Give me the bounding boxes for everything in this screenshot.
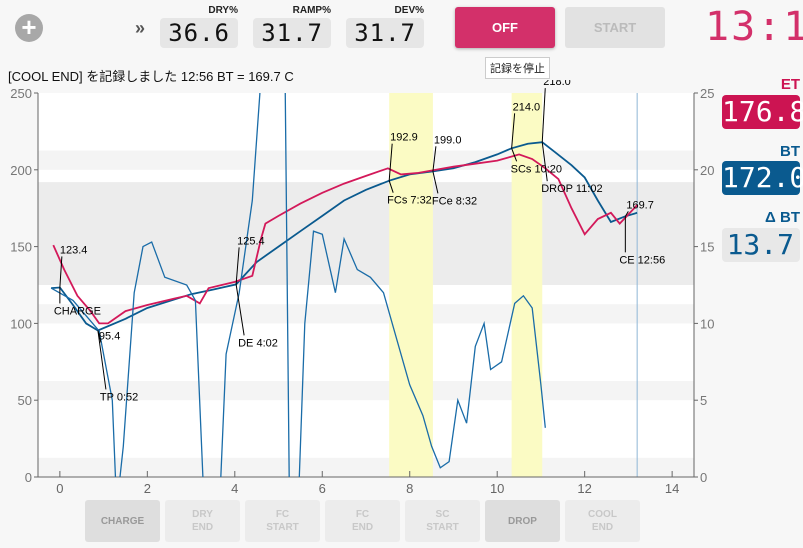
dev-label: DEV% <box>394 5 424 16</box>
y-tick-label: 100 <box>10 316 32 331</box>
annotation-value: 125.4 <box>237 235 265 247</box>
annotation-value: 199.0 <box>434 134 462 146</box>
annotation-leader <box>541 142 548 182</box>
annotation-leader <box>624 211 629 217</box>
annotation-leader <box>511 113 516 149</box>
series-ror <box>50 93 546 477</box>
grid-stripe <box>38 457 694 477</box>
ramp-readout: 31.7 <box>253 18 331 48</box>
y2-tick-label: 25 <box>700 86 714 101</box>
annotation-leader <box>432 146 437 172</box>
annotation-event: TP 0:52 <box>100 391 138 403</box>
dry-label: DRY% <box>208 5 238 16</box>
ramp-label: RAMP% <box>292 5 331 16</box>
y-tick-label: 200 <box>10 163 32 178</box>
annotation-leader <box>235 284 245 336</box>
delta-bt-label: Δ BT <box>765 209 800 226</box>
y-tick-label: 50 <box>18 393 32 408</box>
event-button-dry-end[interactable]: DRY END <box>165 500 240 542</box>
annotation-leader <box>388 143 393 181</box>
add-icon[interactable]: + <box>15 14 43 42</box>
annotation-event: FCs 7:32 <box>387 195 432 207</box>
annotation-event: DE 4:02 <box>238 337 278 349</box>
et-label: ET <box>780 76 800 93</box>
x-tick-label: 10 <box>490 481 504 496</box>
event-button-fc-start[interactable]: FC START <box>245 500 320 542</box>
annotation-event: CE 12:56 <box>619 254 665 266</box>
x-tick-label: 0 <box>56 481 63 496</box>
off-button[interactable]: OFF <box>455 7 555 48</box>
event-button-charge[interactable]: CHARGE <box>85 500 160 542</box>
roast-chart: 0 2 4 6 8 10 12 14 0 50 100 150 200 250 0 5 10 15 20 25 123.… <box>10 80 714 496</box>
x-tick-label: 8 <box>406 481 413 496</box>
series-bt <box>51 141 638 332</box>
annotation-event: DROP 11:02 <box>541 183 602 195</box>
annotation-value: 214.0 <box>513 101 541 113</box>
annotation-leader <box>541 88 546 143</box>
status-message: [COOL END] を記録しました 12:56 BT = 169.7 C <box>8 69 294 84</box>
event-button-fc-end[interactable]: FC END <box>325 500 400 542</box>
et-readout: 176.8 <box>722 95 803 129</box>
annotation-leader <box>388 180 394 193</box>
x-tick-label: 2 <box>144 481 151 496</box>
event-button-cool-end[interactable]: COOL END <box>565 500 640 542</box>
grid-stripe <box>38 150 694 170</box>
tooltip: 記録を停止 <box>485 57 550 79</box>
y-tick-label: 250 <box>10 86 32 101</box>
bt-readout: 172.0 <box>722 161 803 195</box>
annotation-leader <box>432 171 439 194</box>
annotation-event: SCs 10:20 <box>511 163 562 175</box>
event-button-sc-start[interactable]: SC START <box>405 500 480 542</box>
annotation-leader <box>235 247 240 285</box>
y-tick-label: 150 <box>10 240 32 255</box>
delta-bt-readout: 13.7 <box>722 228 800 262</box>
annotation-event: FCe 8:32 <box>432 195 477 207</box>
x-tick-label: 12 <box>577 481 591 496</box>
y2-tick-label: 0 <box>700 470 707 485</box>
x-tick-label: 14 <box>665 481 679 496</box>
annotation-value: 95.4 <box>99 330 120 342</box>
x-tick-label: 6 <box>319 481 326 496</box>
annotation-value: 218.0 <box>543 80 571 88</box>
annotation-value: 169.7 <box>626 199 654 211</box>
double-chevron-icon[interactable]: » <box>135 18 146 38</box>
annotation-leader <box>59 256 63 288</box>
y2-tick-label: 10 <box>700 316 714 331</box>
annotation-event: CHARGE <box>54 305 101 317</box>
y-tick-label: 0 <box>25 470 32 485</box>
y2-tick-label: 15 <box>700 240 714 255</box>
highlight-band <box>511 93 543 477</box>
x-tick-label: 4 <box>231 481 238 496</box>
bt-label: BT <box>780 143 800 160</box>
start-button[interactable]: START <box>565 7 665 48</box>
highlight-band <box>389 93 433 477</box>
timer-clock: 13:10 <box>705 4 803 50</box>
annotation-value: 123.4 <box>60 244 88 256</box>
y2-tick-label: 20 <box>700 163 714 178</box>
y2-tick-label: 5 <box>700 393 707 408</box>
annotation-value: 192.9 <box>390 132 418 144</box>
dev-readout: 31.7 <box>346 18 424 48</box>
event-button-drop[interactable]: DROP <box>485 500 560 542</box>
annotation-leader <box>511 148 518 162</box>
annotation-leader <box>97 330 107 390</box>
dry-readout: 36.6 <box>160 18 238 48</box>
